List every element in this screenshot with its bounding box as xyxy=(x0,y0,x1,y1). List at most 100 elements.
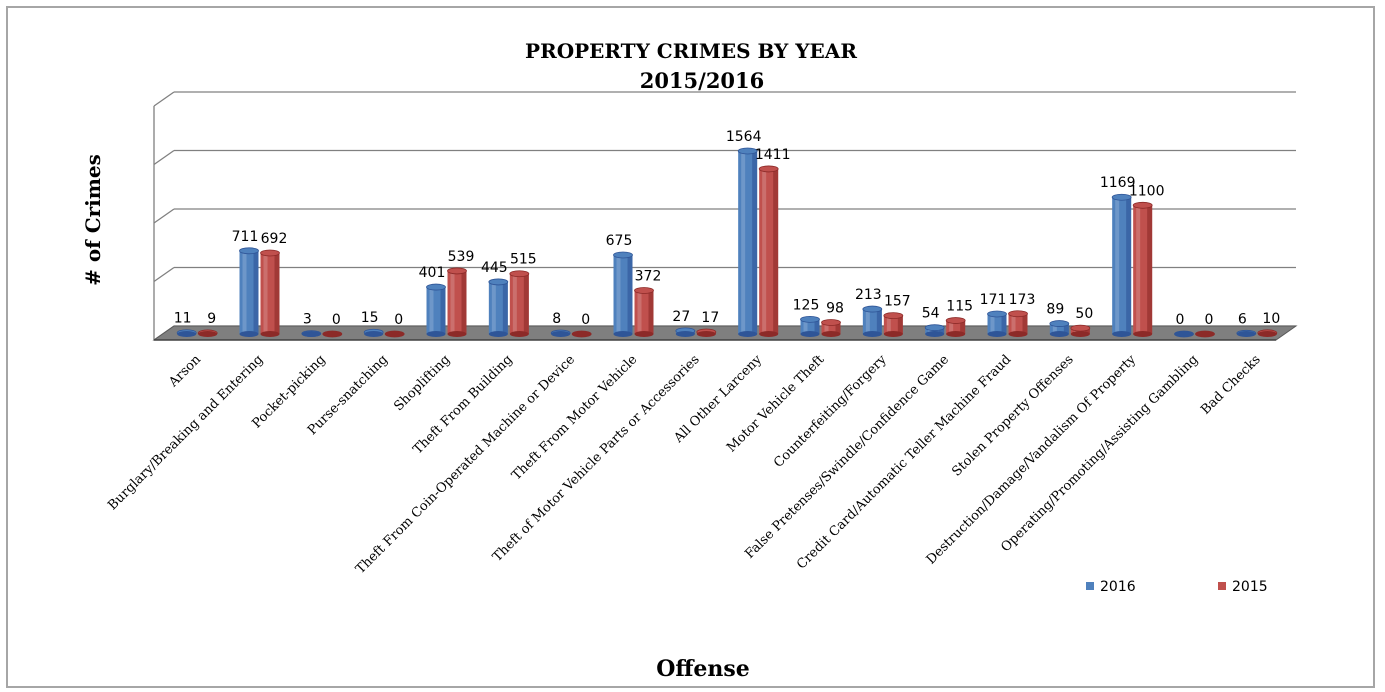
data-label-2016-0: 11 xyxy=(174,311,192,327)
bar-top xyxy=(822,320,841,326)
chart-svg: 11 711 3 15 401 445 8 675 27 1564 125 213 54 171 89 116… xyxy=(8,8,1377,690)
data-label-2016-12: 54 xyxy=(922,306,940,322)
bar-bottom xyxy=(1050,331,1069,337)
bar-shade xyxy=(1126,197,1131,334)
bar-2016-17 xyxy=(1237,330,1256,337)
data-label-2015-5: 515 xyxy=(510,252,537,268)
data-label-2015-17: 10 xyxy=(1262,311,1280,327)
gridline-side xyxy=(154,209,174,223)
bar-2015-11 xyxy=(884,313,903,337)
bar-2015-13 xyxy=(1009,311,1028,337)
bar-2016-8 xyxy=(676,328,695,337)
data-label-2015-10: 98 xyxy=(826,301,844,317)
bar-2015-10 xyxy=(822,320,841,337)
bar-highlight xyxy=(264,253,268,334)
bar-top xyxy=(801,316,820,322)
bar-2016-6 xyxy=(551,330,570,337)
bar-bottom xyxy=(427,331,446,337)
bar-bottom xyxy=(738,331,757,337)
x-tick-label: Theft From Coin-Operated Machine or Devi… xyxy=(353,352,578,577)
bar-bottom xyxy=(385,331,404,337)
data-label-2016-1: 711 xyxy=(232,229,259,245)
bar-2016-5 xyxy=(489,279,508,337)
bar-shade xyxy=(877,309,882,334)
bar-bottom xyxy=(240,331,259,337)
data-label-2016-9: 1564 xyxy=(726,129,762,145)
data-label-2015-0: 9 xyxy=(207,311,216,327)
data-label-2016-6: 8 xyxy=(552,311,561,327)
data-label-2015-14: 50 xyxy=(1075,306,1093,322)
bar-highlight xyxy=(1115,197,1119,334)
data-label-2015-2: 0 xyxy=(332,312,341,328)
data-label-2015-4: 539 xyxy=(448,249,475,265)
bar-shade xyxy=(752,151,757,334)
x-axis-title: Offense xyxy=(656,656,750,682)
bar-top xyxy=(946,318,965,324)
bar-bottom xyxy=(635,331,654,337)
bar-2016-11 xyxy=(863,306,882,337)
bar-2016-3 xyxy=(364,329,383,337)
data-label-2016-11: 213 xyxy=(855,287,882,303)
bar-bottom xyxy=(1175,331,1194,337)
gridline-side xyxy=(154,151,174,165)
bar-highlight xyxy=(1136,205,1140,334)
x-tick-label: Theft From Motor Vehicle xyxy=(509,352,640,483)
bar-2015-3 xyxy=(385,331,404,337)
bar-top xyxy=(988,311,1007,317)
bar-top xyxy=(427,284,446,290)
bar-top xyxy=(448,268,467,274)
legend-label-2015: 2015 xyxy=(1232,579,1268,595)
bar-shade xyxy=(503,282,508,334)
data-label-2015-1: 692 xyxy=(261,231,288,247)
bar-2015-12 xyxy=(946,318,965,337)
bar-bottom xyxy=(697,331,716,337)
data-label-2015-12: 115 xyxy=(946,299,973,315)
bar-bottom xyxy=(1071,331,1090,337)
bar-bottom xyxy=(1237,331,1256,337)
bar-2016-0 xyxy=(177,330,196,337)
data-label-2015-7: 372 xyxy=(635,268,662,284)
bar-2015-14 xyxy=(1071,325,1090,337)
bar-highlight xyxy=(243,251,247,334)
bar-bottom xyxy=(801,331,820,337)
bar-shade xyxy=(773,169,778,334)
x-tick-label: Arson xyxy=(165,352,204,391)
bar-top xyxy=(240,248,259,254)
legend: 2016 2015 xyxy=(1086,579,1268,595)
bar-2015-16 xyxy=(1196,331,1215,337)
x-tick-label: Theft of Motor Vehicle Parts or Accessor… xyxy=(490,352,703,565)
bar-top xyxy=(925,325,944,331)
bar-2015-6 xyxy=(572,331,591,337)
bar-2016-16 xyxy=(1175,331,1194,337)
data-label-2016-7: 675 xyxy=(606,233,633,249)
bar-shade xyxy=(628,255,633,334)
bar-2016-15 xyxy=(1112,194,1131,337)
x-tick-label: Credit Card/Automatic Teller Machine Fra… xyxy=(794,352,1014,572)
bar-shade xyxy=(1147,205,1152,334)
bar-shade xyxy=(275,253,280,334)
bar-2015-2 xyxy=(323,331,342,337)
bar-2015-7 xyxy=(635,287,654,337)
bar-2016-12 xyxy=(925,325,944,337)
bar-bottom xyxy=(551,331,570,337)
legend-swatch-2015 xyxy=(1218,582,1226,590)
bar-2015-5 xyxy=(510,271,529,337)
gridline-side xyxy=(154,92,174,106)
x-tick-label: Bad Checks xyxy=(1198,352,1263,417)
bar-bottom xyxy=(1133,331,1152,337)
data-label-2016-2: 3 xyxy=(303,312,312,328)
data-label-2015-3: 0 xyxy=(394,312,403,328)
bar-2015-4 xyxy=(448,268,467,337)
bar-bottom xyxy=(1112,331,1131,337)
bar-top xyxy=(1071,325,1090,331)
data-label-2016-4: 401 xyxy=(419,265,446,281)
bar-bottom xyxy=(572,331,591,337)
bar-bottom xyxy=(510,331,529,337)
bar-2016-13 xyxy=(988,311,1007,337)
bar-bottom xyxy=(946,331,965,337)
bar-2016-7 xyxy=(614,252,633,337)
bar-highlight xyxy=(513,274,517,334)
bar-2016-14 xyxy=(1050,321,1069,337)
bar-2015-17 xyxy=(1258,330,1277,337)
bar-bottom xyxy=(489,331,508,337)
